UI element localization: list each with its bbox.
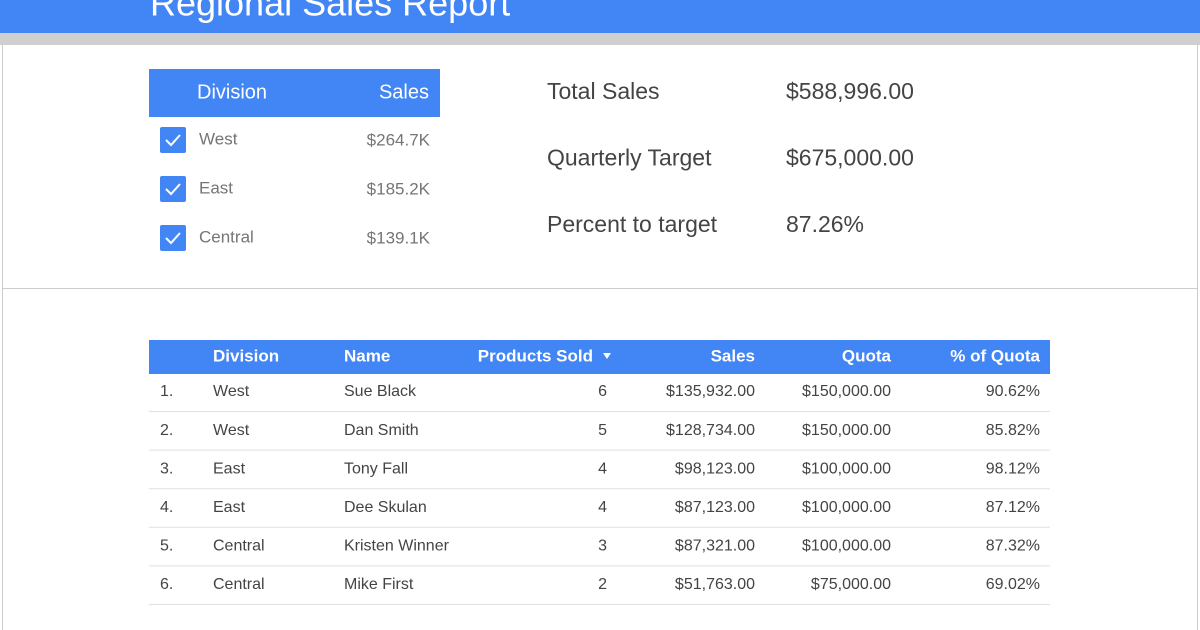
checkbox[interactable]	[160, 225, 186, 251]
table-cell: 5.	[160, 538, 173, 555]
checkmark	[165, 232, 181, 245]
checkbox[interactable]	[160, 176, 186, 202]
table-cell: Tony Fall	[344, 460, 408, 477]
table-header	[149, 340, 1050, 374]
filter-division: West	[199, 129, 238, 148]
summary-label: Quarterly Target	[547, 145, 712, 171]
summary-label: Percent to target	[547, 211, 718, 237]
filter-header	[149, 69, 440, 117]
filter-sales: $264.7K	[367, 130, 431, 149]
table-cell: Dee Skulan	[344, 499, 427, 516]
table-cell: 3	[598, 538, 607, 555]
filter-sales: $139.1K	[367, 228, 431, 247]
table-cell: Central	[213, 538, 265, 555]
table-cell: 3.	[160, 460, 173, 477]
checkmark	[165, 134, 181, 147]
table-cell: 5	[598, 422, 607, 439]
table-cell: Dan Smith	[344, 422, 419, 439]
table-column-header: Name	[344, 346, 390, 365]
table-cell: $100,000.00	[802, 499, 891, 516]
table-cell: $128,734.00	[666, 422, 755, 439]
table-cell: $150,000.00	[802, 383, 891, 400]
table-cell: 2	[598, 576, 607, 593]
filter-division: Central	[199, 227, 254, 246]
table-cell: 87.12%	[986, 499, 1040, 516]
filter-column-header: Division	[197, 81, 267, 103]
table-cell: Mike First	[344, 576, 414, 593]
filter-column-header: Sales	[379, 81, 429, 103]
filter-sales: $185.2K	[367, 179, 431, 198]
table-cell: $135,932.00	[666, 383, 755, 400]
checkbox[interactable]	[160, 127, 186, 153]
table-cell: $100,000.00	[802, 460, 891, 477]
filter-division: East	[199, 178, 233, 197]
table-column-header: Sales	[711, 346, 755, 365]
summary-value: $588,996.00	[786, 78, 914, 104]
table-cell: $75,000.00	[811, 576, 891, 593]
table-cell: Kristen Winner	[344, 538, 450, 555]
table-cell: Central	[213, 576, 265, 593]
table-cell: 2.	[160, 422, 173, 439]
report-title: Regional Sales Report	[150, 0, 510, 24]
header-bar	[0, 0, 1200, 33]
header-shadow	[0, 33, 1200, 45]
table-cell: $98,123.00	[675, 460, 755, 477]
table-cell: West	[213, 422, 250, 439]
table-cell: 4.	[160, 499, 173, 516]
table-cell: 85.82%	[986, 422, 1040, 439]
checkmark	[165, 183, 181, 196]
table-cell: 87.32%	[986, 538, 1040, 555]
table-cell: $150,000.00	[802, 422, 891, 439]
table-cell: $87,321.00	[675, 538, 755, 555]
table-cell: $87,123.00	[675, 499, 755, 516]
table-cell: West	[213, 383, 250, 400]
summary-value: $675,000.00	[786, 145, 914, 171]
table-column-header: % of Quota	[950, 346, 1040, 365]
table-cell: 98.12%	[986, 460, 1040, 477]
table-cell: East	[213, 460, 246, 477]
summary-label: Total Sales	[547, 78, 660, 104]
table-cell: East	[213, 499, 246, 516]
table-cell: 4	[598, 460, 607, 477]
table-cell: 90.62%	[986, 383, 1040, 400]
sort-arrow[interactable]	[603, 353, 611, 359]
summary-value: 87.26%	[786, 211, 864, 237]
table-cell: $51,763.00	[675, 576, 755, 593]
table-cell: 6	[598, 383, 607, 400]
table-cell: 69.02%	[986, 576, 1040, 593]
table-cell: 4	[598, 499, 607, 516]
table-column-header: Division	[213, 346, 279, 365]
table-cell: 6.	[160, 576, 173, 593]
table-cell: $100,000.00	[802, 538, 891, 555]
table-column-header[interactable]: Products Sold	[478, 346, 593, 365]
table-column-header: Quota	[842, 346, 892, 365]
table-cell: Sue Black	[344, 383, 417, 400]
table-cell: 1.	[160, 383, 173, 400]
